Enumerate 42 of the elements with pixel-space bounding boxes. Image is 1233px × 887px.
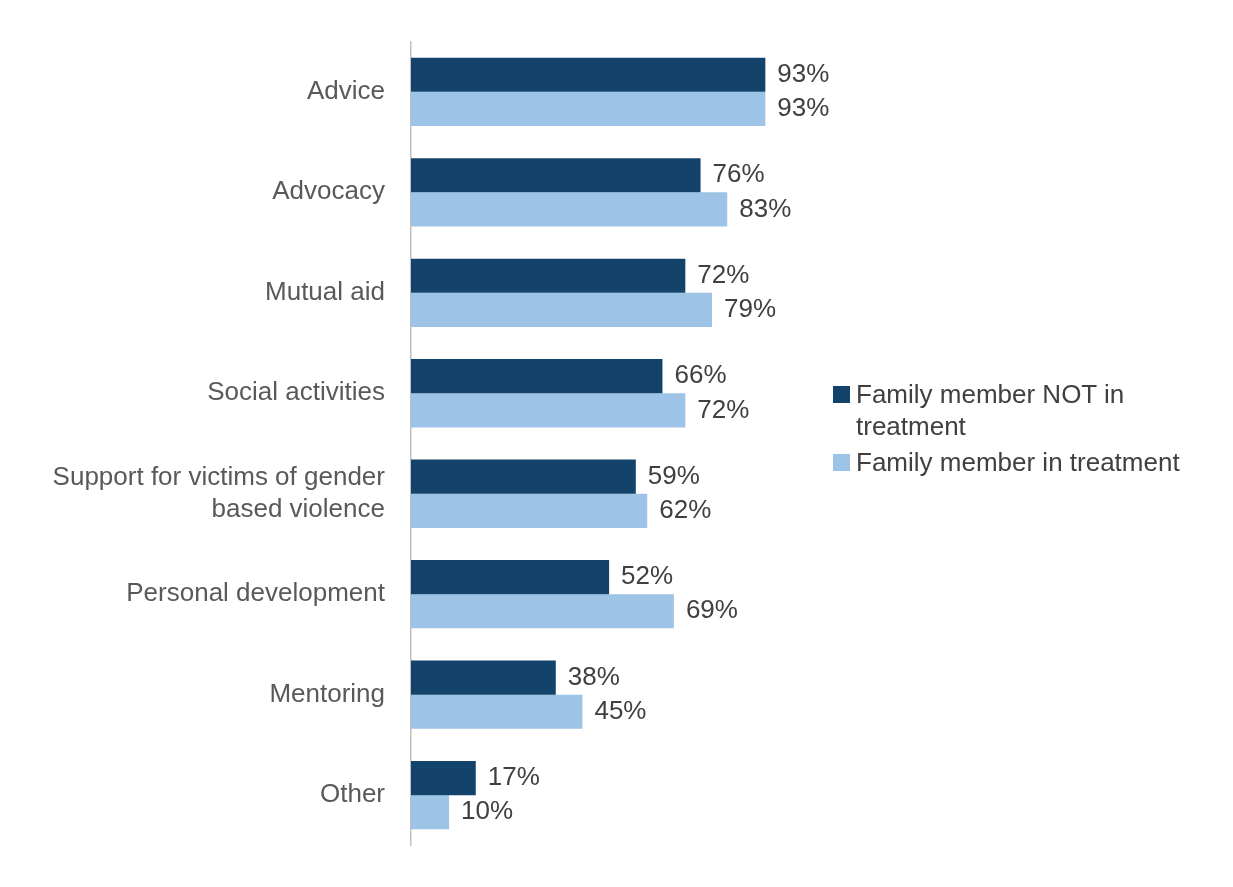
y-tick-label: Advice [306, 75, 385, 106]
y-tick-label: Other [319, 778, 386, 809]
y-tick-label: Mentoring [269, 677, 385, 708]
data-label: 76% [712, 158, 765, 189]
y-tick-label: Personal development [126, 577, 386, 608]
bar [411, 493, 648, 528]
data-label: 45% [594, 694, 647, 725]
data-label: 66% [674, 359, 727, 390]
bar [411, 594, 674, 629]
bar [411, 560, 610, 595]
bar [411, 694, 583, 729]
y-tick-label: Advocacy [272, 175, 385, 206]
bar [411, 761, 476, 796]
bar [411, 795, 450, 830]
bar [411, 292, 712, 327]
data-label: 17% [487, 761, 540, 792]
data-label: 93% [777, 57, 830, 88]
legend-label: Family member NOT in treatment [856, 378, 1126, 442]
bar [411, 91, 766, 126]
data-label: 62% [659, 493, 712, 524]
bar [411, 258, 686, 293]
bar [411, 660, 556, 695]
data-label: 38% [567, 660, 620, 691]
y-tick-label: Social activities [207, 376, 385, 407]
data-label: 79% [723, 293, 777, 324]
data-label: 52% [621, 560, 674, 591]
bar [411, 393, 686, 428]
bar [411, 192, 728, 227]
data-label: 72% [697, 258, 750, 289]
bar [411, 459, 636, 494]
legend-label: Family member in treatment [856, 446, 1180, 478]
data-label: 59% [647, 459, 700, 490]
bar [411, 57, 766, 92]
data-label: 72% [697, 393, 750, 424]
bar [411, 359, 663, 394]
data-label: 69% [685, 594, 738, 625]
data-label: 93% [777, 92, 830, 123]
y-tick-label: Support for victims of gender based violence [52, 461, 386, 523]
bar [411, 158, 701, 193]
data-label: 83% [739, 192, 792, 223]
data-label: 10% [461, 795, 514, 826]
y-tick-label: Mutual aid [265, 275, 385, 306]
